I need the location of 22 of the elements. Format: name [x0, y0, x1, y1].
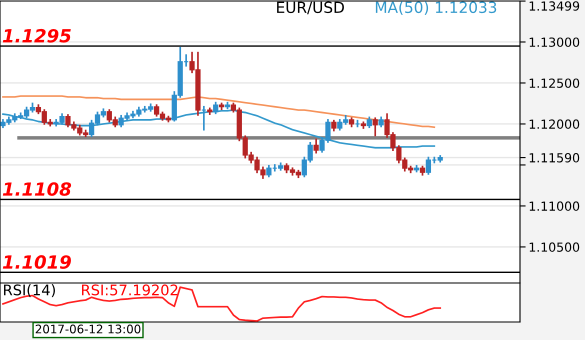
candlestick — [378, 116, 384, 128]
y-tick-label: 1.11590 — [530, 153, 580, 162]
candlestick — [331, 119, 336, 132]
y-tick-label: 1.11000 — [530, 201, 580, 211]
ref-line-label: 1.1019 — [2, 255, 71, 269]
candlestick — [372, 116, 378, 138]
text: MA(50) 1.12033 — [376, 1, 496, 15]
candlestick — [314, 138, 319, 154]
chart-title: RSI(14) — [4, 284, 55, 298]
candlestick — [366, 116, 372, 129]
ref-line-label: 1.1295 — [2, 28, 71, 43]
ref-line-label: 1.1108 — [2, 182, 72, 196]
y-tick-label: 1.12500 — [530, 78, 580, 88]
candlestick — [420, 164, 426, 176]
candlestick — [348, 116, 354, 128]
y-tick-label: 1.13000 — [530, 37, 580, 47]
text: 2017-06-12 13:00 — [36, 324, 140, 334]
y-tick-label: 1.13499 — [530, 1, 580, 11]
annotation: RSI:57.19202 — [82, 284, 178, 296]
y-tick-label: 1.10500 — [530, 242, 580, 252]
y-tick-label: 1.12000 — [530, 119, 580, 129]
chart-title: EUR/USD — [277, 2, 344, 14]
